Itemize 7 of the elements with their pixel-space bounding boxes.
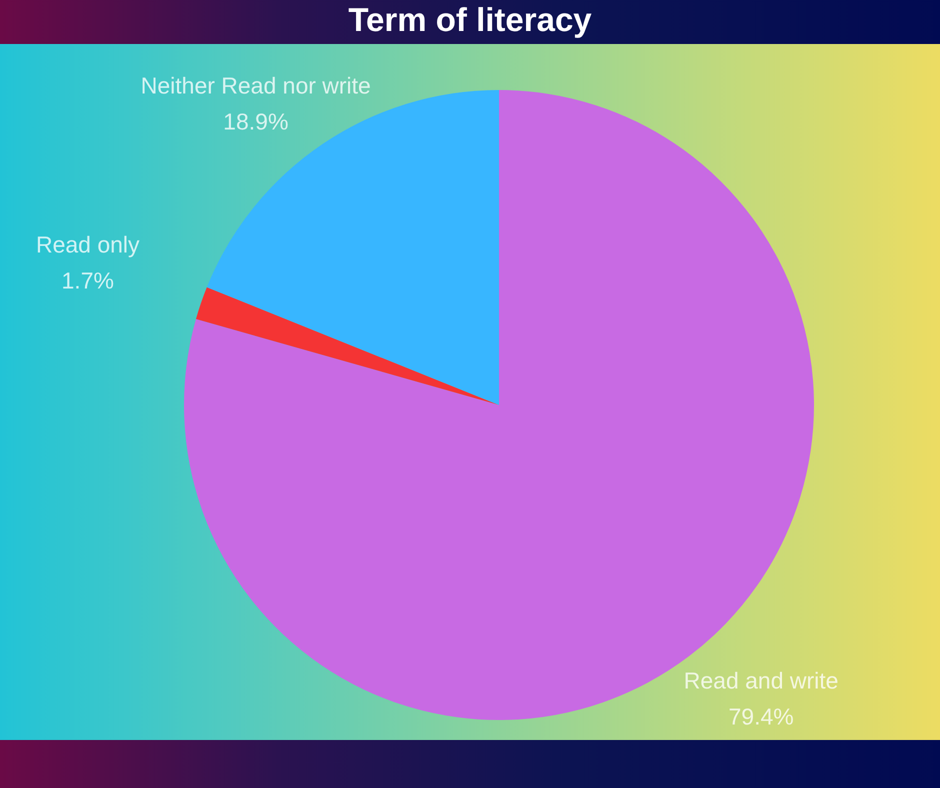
slice-label: Read and write <box>684 667 838 694</box>
chart-title: Term of literacy <box>348 0 592 40</box>
data-label: 1.7% <box>62 268 114 294</box>
data-label: 79.4% <box>728 703 794 730</box>
data-label: 18.9% <box>223 108 288 134</box>
slice-label: Read only <box>36 232 140 258</box>
slice-label: Neither Read nor write <box>140 72 371 98</box>
